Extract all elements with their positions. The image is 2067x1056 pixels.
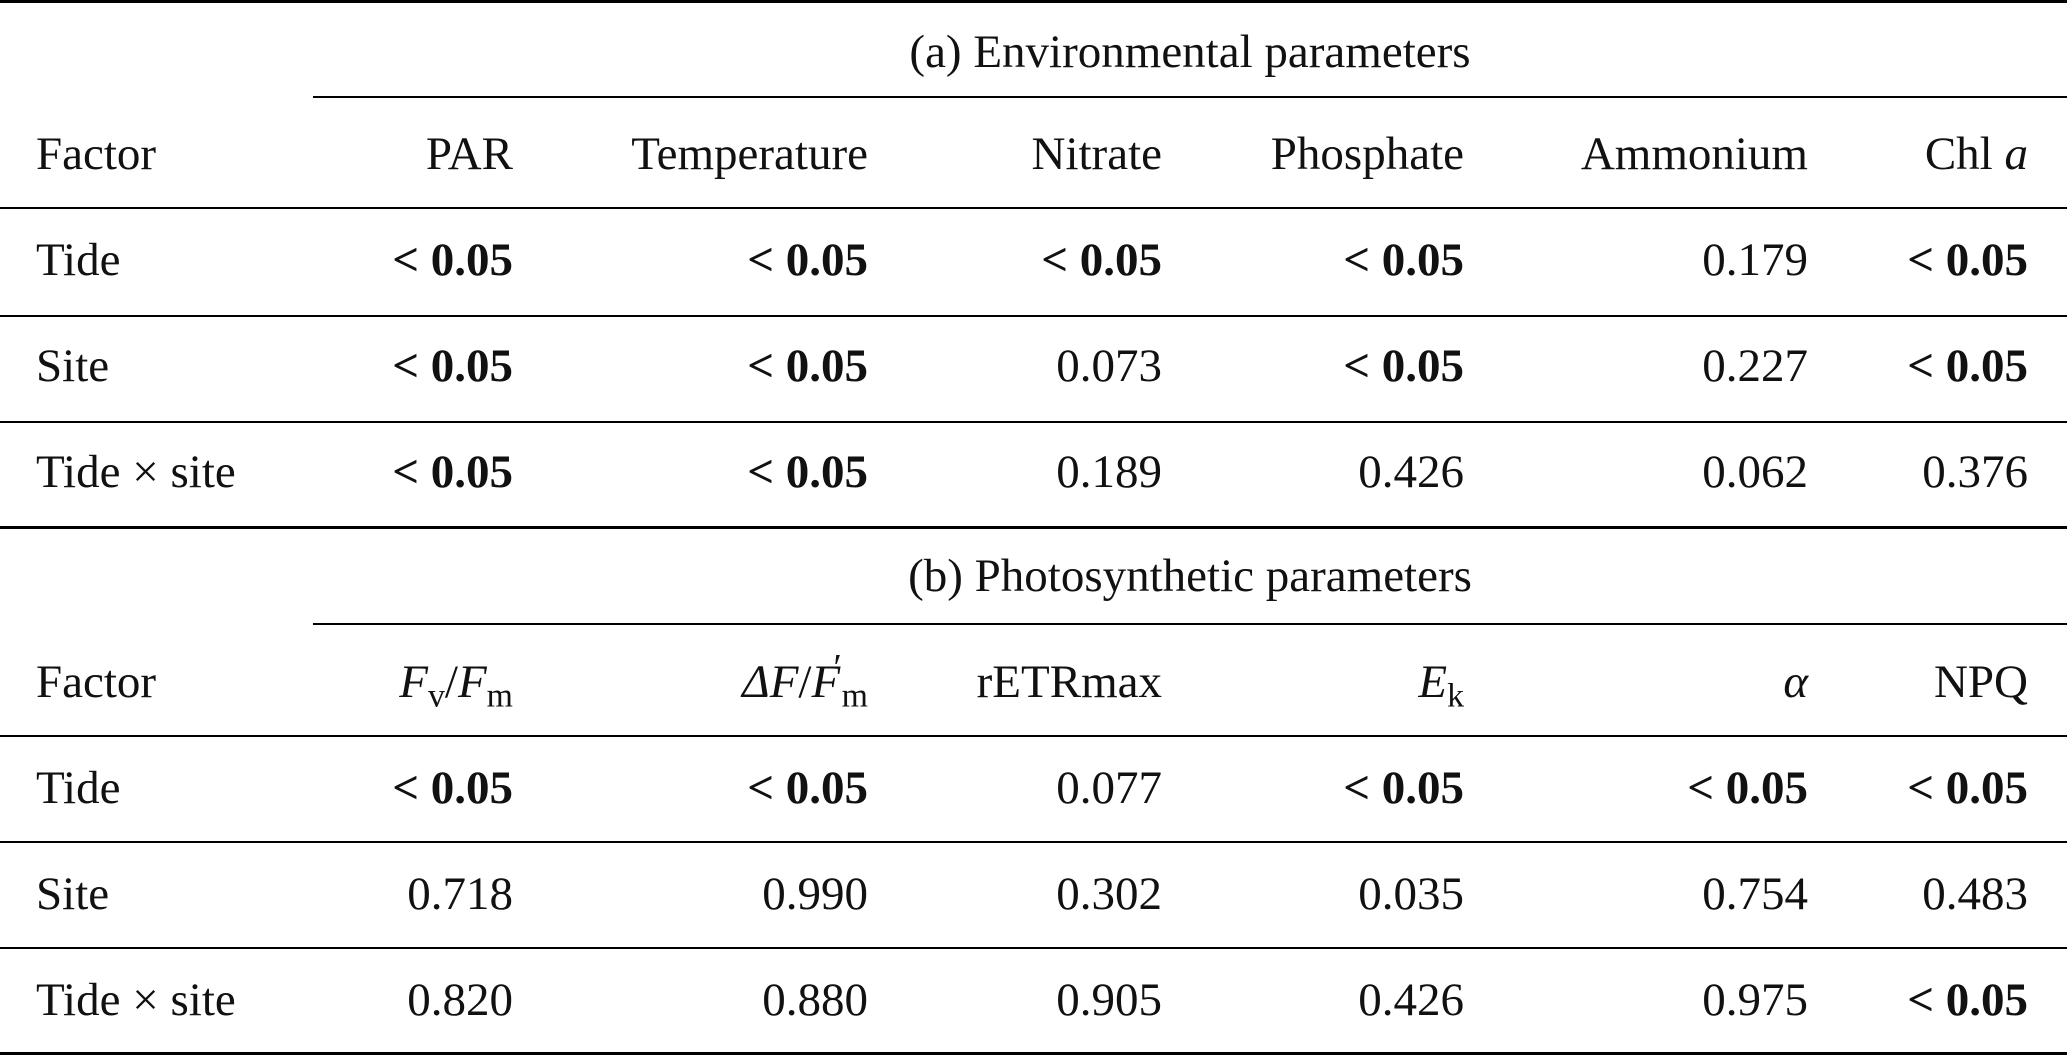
row-factor-tide: Tide bbox=[36, 234, 121, 286]
table-cell: 0.820 bbox=[407, 974, 513, 1026]
header-ammonium: Ammonium bbox=[1580, 128, 1808, 180]
row-factor-tide-x-site: Tide × site bbox=[36, 974, 236, 1026]
table-cell: 0.426 bbox=[1358, 974, 1464, 1026]
header-phosphate: Phosphate bbox=[1270, 128, 1464, 180]
table-cell: < 0.05 bbox=[1343, 234, 1464, 286]
panel-a-title: (a) Environmental parameters bbox=[909, 26, 1471, 78]
panel-b-row-rule bbox=[0, 947, 2067, 949]
row-factor-site: Site bbox=[36, 340, 110, 392]
table-cell: 0.179 bbox=[1702, 234, 1808, 286]
table-cell: 0.376 bbox=[1922, 446, 2028, 498]
table-cell: < 0.05 bbox=[1041, 234, 1162, 286]
table-cell: 0.302 bbox=[1056, 868, 1162, 920]
table-cell: 0.718 bbox=[407, 868, 513, 920]
table-cell: < 0.05 bbox=[747, 762, 868, 814]
table-cell: 0.975 bbox=[1702, 974, 1808, 1026]
header-retrmax: rETRmax bbox=[976, 656, 1162, 708]
table-cell: 0.062 bbox=[1702, 446, 1808, 498]
table-cell: < 0.05 bbox=[747, 446, 868, 498]
table-cell: < 0.05 bbox=[392, 340, 513, 392]
header-ek-sub: k bbox=[1447, 677, 1464, 715]
table-cell: < 0.05 bbox=[1907, 340, 2028, 392]
header-fm-f: F bbox=[457, 656, 487, 708]
panel-b-header-rule bbox=[0, 735, 2067, 737]
table-cell: < 0.05 bbox=[1343, 340, 1464, 392]
table-cell: 0.035 bbox=[1358, 868, 1464, 920]
header-nitrate: Nitrate bbox=[1031, 128, 1163, 180]
panel-a-row-rule bbox=[0, 315, 2067, 317]
row-factor-tide-x-site: Tide × site bbox=[36, 446, 236, 498]
header-fv-f: F bbox=[399, 656, 428, 708]
panel-a-title-rule bbox=[313, 96, 2067, 98]
header-chl-label: Chl bbox=[1924, 128, 1993, 180]
table-cell: 0.905 bbox=[1056, 974, 1162, 1026]
row-factor-site: Site bbox=[36, 868, 110, 920]
table-cell: < 0.05 bbox=[1907, 762, 2028, 814]
panel-a-row-rule bbox=[0, 421, 2067, 423]
header-fv-sub: v bbox=[427, 677, 445, 715]
panel-a-header-factor: Factor bbox=[36, 128, 157, 180]
header-alpha: α bbox=[1470, 630, 1808, 734]
table-cell: 0.990 bbox=[762, 868, 868, 920]
table-cell: < 0.05 bbox=[747, 234, 868, 286]
header-delta-f: ΔF bbox=[742, 656, 799, 708]
header-par: PAR bbox=[425, 128, 513, 180]
table-cell: 0.077 bbox=[1056, 762, 1162, 814]
table-cell: 0.754 bbox=[1702, 868, 1808, 920]
panel-b-title-rule bbox=[313, 623, 2067, 625]
table-cell: 0.073 bbox=[1056, 340, 1162, 392]
header-fm-sub: m bbox=[486, 677, 513, 715]
row-factor-tide: Tide bbox=[36, 762, 121, 814]
header-fmp-prime: ′ bbox=[833, 648, 842, 690]
header-fv-fm: Fv/Fm bbox=[313, 630, 513, 734]
header-alpha-symbol: α bbox=[1783, 656, 1808, 708]
panel-separator-rule bbox=[0, 526, 2067, 529]
top-rule bbox=[0, 0, 2067, 3]
header-chl-a: Chl a bbox=[1815, 102, 2028, 206]
header-npq: NPQ bbox=[1933, 656, 2028, 708]
table-cell: < 0.05 bbox=[392, 762, 513, 814]
header-ek: Ek bbox=[1170, 630, 1464, 734]
header-delta-f-fm-prime: ΔF/F′m bbox=[520, 630, 868, 734]
header-fmp-sub: m bbox=[841, 677, 868, 715]
table-cell: < 0.05 bbox=[392, 234, 513, 286]
header-chl-a-italic: a bbox=[2004, 128, 2029, 180]
table-cell: 0.880 bbox=[762, 974, 868, 1026]
table-cell: 0.426 bbox=[1358, 446, 1464, 498]
table-cell: 0.189 bbox=[1056, 446, 1162, 498]
header-temperature: Temperature bbox=[631, 128, 868, 180]
header-delta-slash: / bbox=[798, 656, 812, 708]
panel-a-header-rule bbox=[0, 207, 2067, 209]
header-ek-e: E bbox=[1418, 656, 1448, 708]
panel-b-header-factor: Factor bbox=[36, 656, 157, 708]
table-cell: < 0.05 bbox=[1907, 974, 2028, 1026]
table-cell: < 0.05 bbox=[392, 446, 513, 498]
bottom-rule bbox=[0, 1052, 2067, 1055]
table-cell: 0.483 bbox=[1922, 868, 2028, 920]
header-fv-slash: / bbox=[444, 656, 458, 708]
table-cell: < 0.05 bbox=[1687, 762, 1808, 814]
table-cell: < 0.05 bbox=[1907, 234, 2028, 286]
table-cell: < 0.05 bbox=[1343, 762, 1464, 814]
header-fmp-f: F bbox=[811, 656, 841, 708]
table-cell: 0.227 bbox=[1702, 340, 1808, 392]
panel-b-title: (b) Photosynthetic parameters bbox=[908, 550, 1472, 602]
table-cell: < 0.05 bbox=[747, 340, 868, 392]
panel-b-row-rule bbox=[0, 841, 2067, 843]
